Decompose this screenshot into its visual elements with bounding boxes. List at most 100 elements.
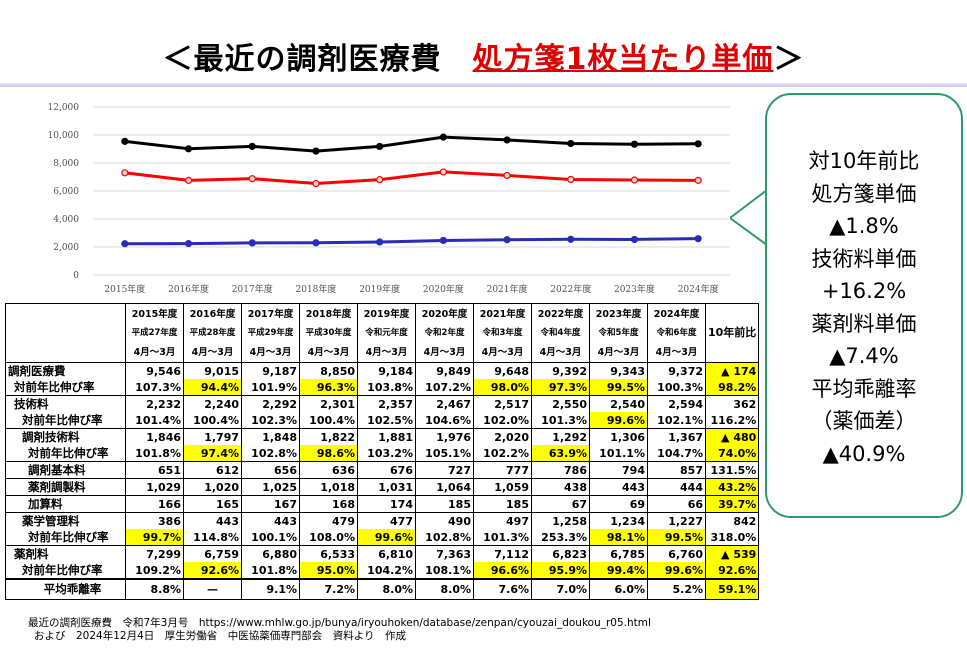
value-cell: 5.2% (647, 578, 706, 600)
data-point (121, 240, 129, 248)
value-cell: 1,258 (531, 512, 590, 529)
source-link[interactable]: https://www.mhlw.go.jp/bunya/iryouhoken/… (198, 617, 651, 629)
x-tick-label: 2024年度 (678, 283, 719, 295)
value-cell: 103.2% (357, 445, 416, 462)
ten-year-cell: 116.2% (704, 412, 760, 429)
value-cell: 66 (647, 495, 706, 513)
ten-year-cell: ▲ 480 (704, 428, 760, 445)
data-point (503, 236, 511, 244)
value-cell: 386 (125, 512, 184, 529)
value-cell: 168 (299, 495, 358, 513)
value-cell: 9,849 (415, 362, 474, 379)
slide-title: ＜最近の調剤医療費 処方箋1枚当たり単価＞ (0, 34, 967, 78)
row-label: 対前年比伸び率 (5, 379, 126, 396)
value-cell: 9.1% (241, 578, 300, 600)
data-point (184, 176, 193, 184)
value-cell: 443 (241, 512, 300, 529)
data-point (630, 176, 639, 184)
value-cell: 99.6% (589, 412, 648, 429)
value-cell: 97.3% (531, 379, 590, 396)
value-cell: 98.6% (299, 445, 358, 462)
value-cell: 2,240 (183, 395, 242, 412)
year-header: 2017年度 平成29年度 4月～3月 (241, 303, 300, 363)
value-cell: 6,880 (241, 545, 300, 562)
data-point (376, 142, 384, 151)
value-cell: 794 (589, 461, 648, 479)
ten-year-cell: 131.5% (704, 461, 760, 479)
data-point (567, 235, 575, 243)
value-cell: 1,822 (299, 428, 358, 445)
value-cell: 490 (415, 512, 474, 529)
row-label: 対前年比伸び率 (5, 445, 126, 462)
ten-year-cell: 362 (704, 395, 760, 412)
value-cell: 101.1% (589, 445, 648, 462)
value-cell: 656 (241, 461, 300, 479)
value-cell: 443 (589, 478, 648, 496)
year-header: 2018年度 平成30年度 4月～3月 (299, 303, 358, 363)
data-point (439, 133, 447, 141)
header-y: 2020年度 (421, 308, 468, 320)
year-header: 2016年度 平成28年度 4月～3月 (183, 303, 242, 363)
value-cell: 786 (531, 461, 590, 479)
value-cell: 1,367 (647, 428, 706, 445)
data-point (184, 145, 193, 153)
row-label: 平均乖離率 (5, 578, 126, 600)
value-cell: 104.6% (415, 412, 474, 429)
ten-year-cell: 39.7% (704, 495, 760, 513)
table-row: 対前年比伸び率 101.8% 97.4% 102.8% 98.6% 103.2% 105.1… (5, 445, 760, 462)
value-cell: 98.1% (589, 529, 648, 546)
table-row: 調剤技術料 1,846 1,797 1,848 1,822 1,881 1,976 2,020… (5, 428, 760, 445)
row-label: 調剤技術料 (5, 428, 126, 445)
x-tick-label: 2020年度 (423, 283, 464, 295)
header-era: 平成28年度 (189, 327, 236, 338)
ten-year-cell: 98.2% (704, 379, 760, 396)
series-line-0 (124, 135, 699, 153)
header-era: 令和3年度 (482, 327, 523, 338)
row-label: 対前年比伸び率 (5, 529, 126, 546)
table-row: 調剤医療費 9,546 9,015 9,187 8,850 9,184 9,849 9,648… (5, 362, 760, 379)
value-cell: 1,025 (241, 478, 300, 496)
value-cell: 94.4% (183, 379, 242, 396)
row-label: 薬剤調製料 (5, 478, 126, 496)
value-cell: 92.6% (183, 562, 242, 580)
ten-year-header: 10年前比 (704, 303, 760, 363)
table-row: 対前年比伸び率 99.7% 114.8% 100.1% 108.0% 99.6% 102.8… (5, 529, 760, 546)
value-cell: 6,785 (589, 545, 648, 562)
data-point (248, 175, 256, 183)
callout-line: +16.2% (821, 279, 907, 303)
callout-line: （薬価差） (811, 409, 917, 433)
data-point (630, 140, 639, 148)
header-era: 令和6年度 (656, 327, 697, 338)
corner-cell (5, 303, 126, 363)
data-point (121, 137, 129, 145)
value-cell: 651 (125, 461, 184, 479)
x-tick-label: 2023年度 (614, 283, 655, 295)
value-cell: 102.8% (241, 445, 300, 462)
title-prefix: ＜最近の調剤医療費 (162, 42, 473, 77)
value-cell: 102.5% (357, 412, 416, 429)
value-cell: 7.6% (473, 578, 532, 600)
data-point (567, 139, 575, 148)
data-point (567, 175, 575, 184)
header-era: 令和5年度 (598, 327, 639, 338)
x-tick-label: 2015年度 (104, 283, 145, 295)
value-cell: 109.2% (125, 562, 184, 580)
value-cell: 2,594 (647, 395, 706, 412)
value-cell: 185 (415, 495, 474, 513)
value-cell: 6,759 (183, 545, 242, 562)
value-cell: 8.8% (125, 578, 184, 600)
value-cell: 636 (299, 461, 358, 479)
header-era: 令和元年度 (365, 327, 408, 338)
value-cell: 108.1% (415, 562, 474, 580)
value-cell: 477 (357, 512, 416, 529)
row-label: 対前年比伸び率 (5, 412, 126, 429)
value-cell: 104.2% (357, 562, 416, 580)
title-suffix: ＞ (773, 42, 805, 77)
header-era: 平成30年度 (305, 327, 352, 338)
value-cell: 9,187 (241, 362, 300, 379)
value-cell: 1,848 (241, 428, 300, 445)
header-m: 4月～3月 (539, 346, 582, 358)
line-chart: 0 2,000 4,000 6,000 8,000 10,000 12,000 2015年度 2… (48, 103, 730, 295)
value-cell: 438 (531, 478, 590, 496)
source-note: 最近の調剤医療費 令和7年3月号 https://www.mhlw.go.jp/… (28, 617, 651, 643)
